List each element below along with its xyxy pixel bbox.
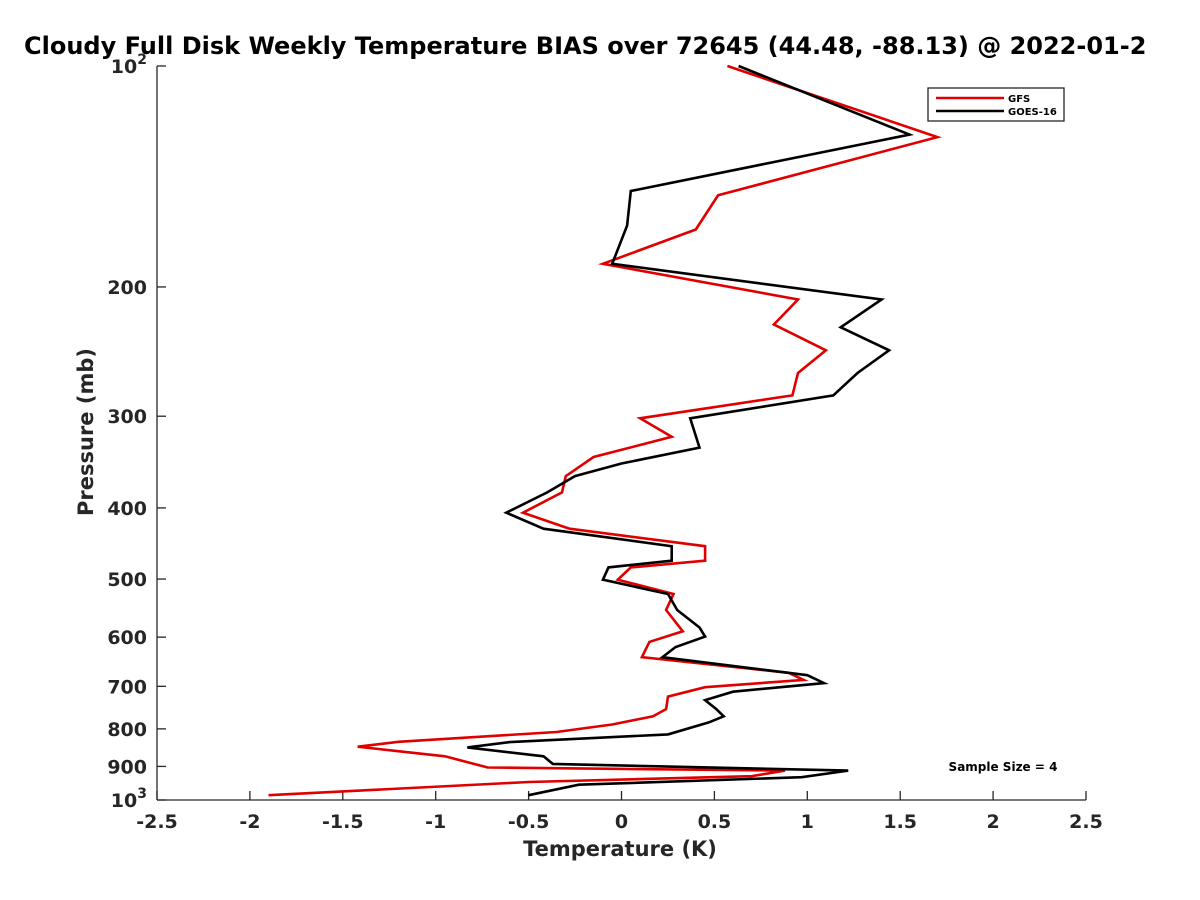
y-tick-label: 400	[107, 498, 147, 520]
y-tick-label: 800	[107, 719, 147, 741]
y-axis-label: Pressure (mb)	[74, 348, 98, 516]
y-axis: 102 200 300 400 500 600 700 800 900 103	[107, 52, 166, 812]
x-tick-label: -2.5	[136, 811, 178, 833]
x-tick-label: 2.5	[1069, 811, 1103, 833]
x-tick-label: -0.5	[508, 811, 550, 833]
series-layer	[268, 64, 942, 797]
legend-label: GOES-16	[1008, 107, 1057, 118]
sample-size-annotation: Sample Size = 4	[949, 760, 1058, 774]
y-tick-label: 102	[111, 52, 147, 78]
x-axis-label: Temperature (K)	[523, 837, 717, 861]
y-tick-label: 900	[107, 756, 147, 778]
x-tick-label: -2	[239, 811, 260, 833]
y-tick-label: 300	[107, 406, 147, 428]
legend-box	[927, 87, 1065, 122]
y-tick-label: 200	[107, 277, 147, 299]
x-axis: -2.5 -2 -1.5 -1 -0.5 0 0.5 1 1.5 2 2.5	[136, 791, 1103, 833]
legend: GFS GOES-16	[927, 87, 1065, 122]
chart-title: Cloudy Full Disk Weekly Temperature BIAS…	[24, 32, 1146, 60]
y-tick-label: 500	[107, 569, 147, 591]
x-tick-label: 2	[986, 811, 999, 833]
y-tick-label: 103	[111, 786, 147, 812]
series-line-goes-16	[467, 64, 915, 797]
x-tick-label: -1.5	[322, 811, 364, 833]
x-tick-label: 0	[615, 811, 628, 833]
plot-area	[156, 66, 1086, 801]
x-tick-label: 0.5	[698, 811, 732, 833]
series-line-gfs	[268, 64, 942, 797]
x-tick-label: 1	[801, 811, 814, 833]
y-tick-label: 600	[107, 627, 147, 649]
x-tick-label: -1	[425, 811, 446, 833]
x-tick-label: 1.5	[883, 811, 917, 833]
y-tick-label: 700	[107, 676, 147, 698]
legend-label: GFS	[1008, 94, 1030, 105]
